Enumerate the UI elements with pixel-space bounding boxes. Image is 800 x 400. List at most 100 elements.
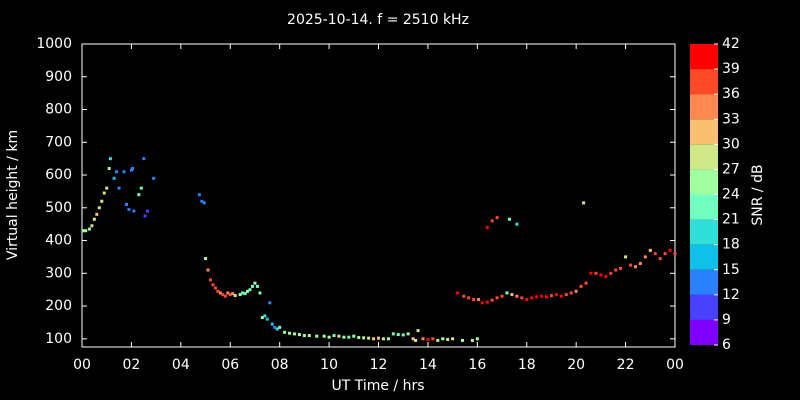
data-point xyxy=(629,263,633,267)
data-point xyxy=(609,271,613,275)
colorbar-tick-label: 9 xyxy=(722,312,731,328)
colorbar-bin xyxy=(690,44,718,70)
data-point xyxy=(117,186,121,190)
data-point xyxy=(145,209,149,213)
x-tick-label: 18 xyxy=(518,357,536,373)
data-point xyxy=(599,273,603,277)
data-point xyxy=(292,332,296,336)
data-point xyxy=(206,268,210,272)
x-tick-label: 08 xyxy=(271,357,289,373)
data-point xyxy=(218,291,222,295)
data-point xyxy=(416,329,420,333)
data-point xyxy=(381,337,385,341)
data-point xyxy=(485,225,489,229)
data-point xyxy=(268,301,272,305)
data-point xyxy=(663,252,667,256)
plot-frame xyxy=(81,43,676,348)
data-point xyxy=(139,186,143,190)
data-point xyxy=(132,209,136,213)
data-point xyxy=(112,176,116,180)
data-point xyxy=(322,334,326,338)
data-point xyxy=(200,199,204,203)
data-point xyxy=(515,222,519,226)
data-point xyxy=(332,334,336,338)
data-point xyxy=(535,295,539,299)
data-point xyxy=(673,252,677,256)
colorbar-bin xyxy=(690,69,718,95)
data-point xyxy=(391,332,395,336)
data-point xyxy=(431,337,435,341)
data-point xyxy=(582,201,586,205)
data-point xyxy=(228,293,232,297)
x-tick-label: 20 xyxy=(567,357,585,373)
data-point xyxy=(564,293,568,297)
data-point xyxy=(549,294,553,298)
x-tick-label: 06 xyxy=(221,357,239,373)
data-point xyxy=(347,335,351,339)
data-point xyxy=(90,224,94,228)
data-point xyxy=(352,334,356,338)
y-tick-label: 300 xyxy=(45,265,72,281)
data-point xyxy=(406,332,410,336)
data-point xyxy=(530,296,534,300)
data-point xyxy=(142,157,146,161)
x-tick-label: 22 xyxy=(617,357,635,373)
data-point xyxy=(243,292,247,296)
x-tick-label: 12 xyxy=(370,357,388,373)
y-tick-label: 400 xyxy=(45,233,72,249)
data-point xyxy=(619,266,623,270)
colorbar-bin xyxy=(690,244,718,270)
data-point xyxy=(362,336,366,340)
data-point xyxy=(253,281,257,285)
data-point xyxy=(260,316,264,320)
data-point xyxy=(97,206,101,210)
data-point xyxy=(515,294,519,298)
data-point xyxy=(92,217,96,221)
colorbar-tick-label: 27 xyxy=(722,161,740,177)
colorbar-tick-label: 36 xyxy=(722,86,740,102)
data-point xyxy=(342,335,346,339)
colorbar-bin xyxy=(690,269,718,295)
data-point xyxy=(197,193,201,197)
data-point xyxy=(221,293,225,297)
data-point xyxy=(624,255,628,259)
data-point xyxy=(105,186,109,190)
colorbar-bin xyxy=(690,169,718,195)
data-point xyxy=(367,336,371,340)
colorbar-label: SNR / dB xyxy=(750,164,766,225)
data-point xyxy=(238,293,242,297)
data-point xyxy=(278,325,282,329)
colorbar-tick-label: 30 xyxy=(722,136,740,152)
data-point xyxy=(495,216,499,220)
data-point xyxy=(152,176,156,180)
data-point xyxy=(102,191,106,195)
data-point xyxy=(241,291,245,295)
data-point xyxy=(248,288,252,292)
data-point xyxy=(495,296,499,300)
colorbar-tick-label: 6 xyxy=(722,337,731,353)
data-point xyxy=(638,261,642,265)
data-point xyxy=(263,314,267,318)
data-point xyxy=(589,271,593,275)
data-point xyxy=(81,229,85,233)
data-point xyxy=(426,337,430,341)
y-tick-label: 100 xyxy=(45,331,72,347)
data-point xyxy=(510,293,514,297)
y-tick-label: 800 xyxy=(45,102,72,118)
data-point xyxy=(436,338,440,342)
data-point xyxy=(137,193,141,197)
colorbar-tick-label: 39 xyxy=(722,61,740,77)
data-point xyxy=(475,337,479,341)
data-point xyxy=(372,337,376,341)
data-point xyxy=(246,289,250,293)
x-tick-label: 10 xyxy=(320,357,338,373)
colorbar-bin xyxy=(690,94,718,120)
data-point xyxy=(500,294,504,298)
data-point xyxy=(131,166,135,170)
x-tick-label: 00 xyxy=(666,357,684,373)
data-point xyxy=(411,337,415,341)
data-point xyxy=(107,166,111,170)
data-point xyxy=(446,337,450,341)
colorbar-tick-label: 42 xyxy=(722,36,740,52)
data-point xyxy=(204,257,208,261)
